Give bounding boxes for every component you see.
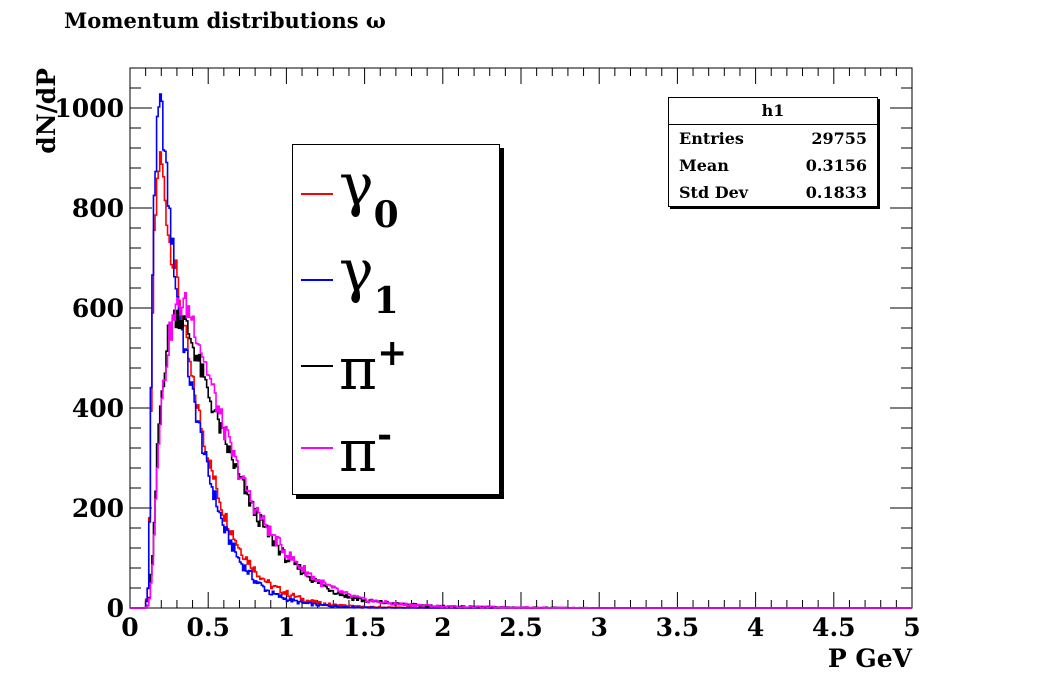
stats-title: h1 [669,98,877,125]
stats-mean-label: Mean [679,156,729,175]
legend-item-gamma1: γ1 [301,242,399,319]
y-tick-label: 0 [107,594,124,623]
legend-label-gamma0: γ0 [339,150,399,236]
axis-ticks [129,67,913,609]
y-tick-label: 200 [72,494,124,523]
legend-item-gamma0: γ0 [301,156,399,233]
x-tick-label: 0.5 [186,613,230,642]
series-layer [130,93,912,609]
x-tick-label: 4 [747,613,764,642]
legend-label-piminus: π- [339,413,393,485]
y-tick-labels: 0 200 400 600 800 1000 [54,94,124,623]
x-tick-label: 0 [121,613,138,642]
x-tick-label: 2.5 [499,613,543,642]
x-tick-label: 5 [903,613,920,642]
x-tick-label: 1.5 [343,613,387,642]
legend-label-gamma1: γ1 [339,236,399,322]
legend-swatch-piplus [301,365,333,367]
stats-mean-value: 0.3156 [805,156,867,175]
legend-swatch-piminus [301,447,333,449]
stats-row-std: Std Dev 0.1833 [669,179,877,206]
y-axis-label: dN/dP [32,68,61,154]
stats-entries-label: Entries [679,129,744,148]
legend-swatch-gamma1 [301,279,333,281]
x-tick-label: 4.5 [812,613,856,642]
chart-title: Momentum distributions ω [64,8,386,33]
stats-entries-value: 29755 [811,129,867,148]
x-tick-labels: 0 0.5 1 1.5 2 2.5 3 3.5 4 4.5 5 [121,613,920,642]
stats-std-label: Std Dev [679,183,749,202]
x-tick-label: 3.5 [656,613,700,642]
stats-row-entries: Entries 29755 [669,125,877,152]
stats-std-value: 0.1833 [805,183,867,202]
x-axis-label: P GeV [828,644,913,673]
stats-row-mean: Mean 0.3156 [669,152,877,179]
y-tick-label: 800 [72,194,124,223]
x-tick-label: 3 [590,613,607,642]
y-tick-label: 1000 [54,94,124,123]
x-tick-label: 1 [278,613,295,642]
y-tick-label: 400 [72,394,124,423]
x-tick-label: 2 [434,613,451,642]
legend-item-piminus: π- [301,413,392,483]
series-line-gamma0 [130,151,912,609]
legend-label-piplus: π+ [339,331,408,403]
stats-box: h1 Entries 29755 Mean 0.3156 Std Dev 0.1… [668,97,878,207]
legend: γ0 γ1 π+ π- [292,144,500,495]
y-tick-label: 600 [72,294,124,323]
legend-swatch-gamma0 [301,193,333,195]
series-line-piminus [130,292,912,609]
legend-item-piplus: π+ [301,331,407,401]
